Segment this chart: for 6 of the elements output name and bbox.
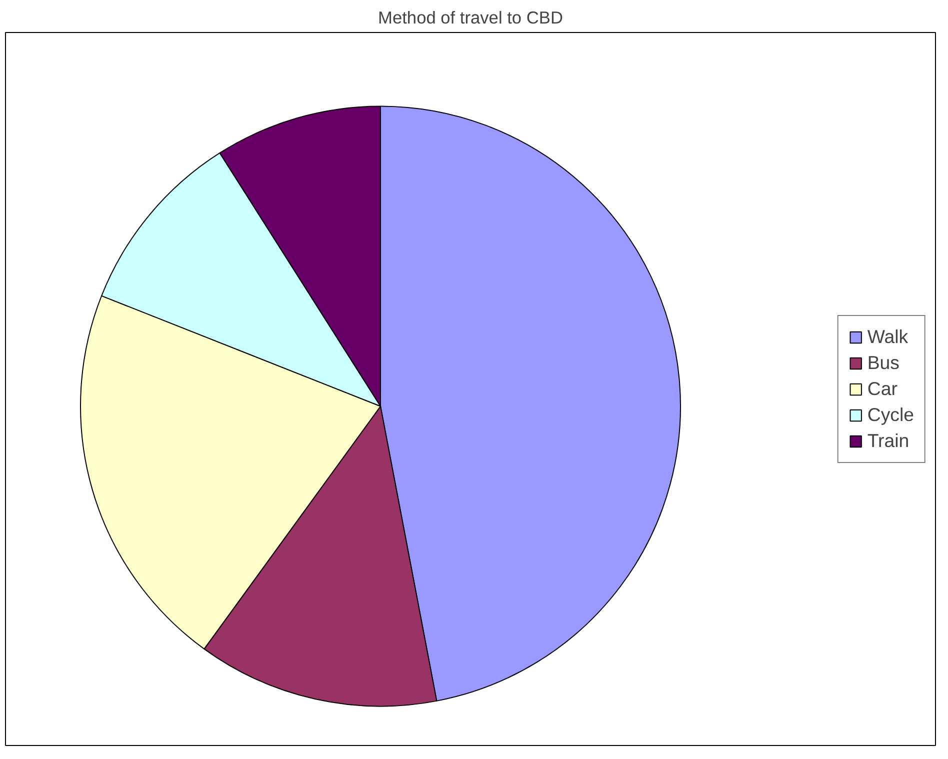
legend-label: Bus xyxy=(867,352,900,374)
legend-label: Car xyxy=(867,378,898,400)
legend-label: Cycle xyxy=(867,404,914,426)
chart-title: Method of travel to CBD xyxy=(378,8,563,28)
legend-label: Train xyxy=(867,430,910,452)
legend-label: Walk xyxy=(867,326,908,348)
